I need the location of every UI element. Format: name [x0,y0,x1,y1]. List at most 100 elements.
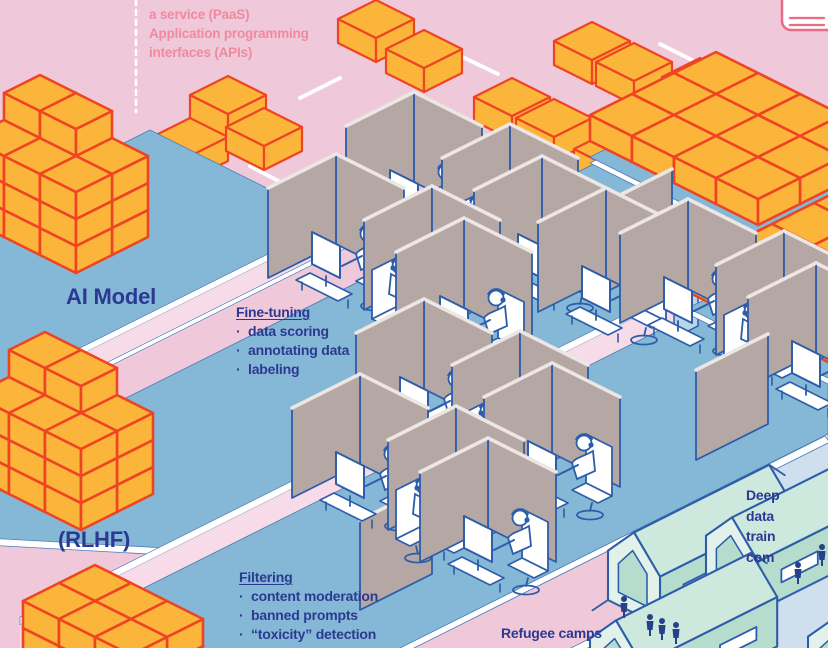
scene-shape [618,197,690,235]
scene-shape [775,381,828,411]
scene-shape [659,618,665,624]
scene-shape [224,106,304,148]
scene-shape [552,20,632,62]
headset-icon [486,288,506,296]
person [658,618,666,640]
clipped-line: train [746,528,776,544]
scene-shape [658,625,666,640]
scene-shape [540,154,612,192]
rlhf-label: (RLHF) [58,527,131,552]
scene-shape [429,400,451,412]
scene-shape [390,265,396,271]
cubicle-cluster-right [618,197,828,461]
scene-shape [386,404,458,442]
scene-shape [588,442,594,448]
corner-stack [21,563,205,648]
headset-icon [510,508,530,516]
scene-shape [617,549,648,608]
scene-shape [38,91,114,131]
person [620,596,628,618]
scene-shape [714,155,802,201]
ai-model-stack [0,73,150,275]
scene-shape [819,639,828,648]
worker-head [511,509,529,527]
fine-tuning-bullet: · labeling [236,361,300,377]
scene-shape [290,372,362,410]
tent [806,621,828,648]
scene-shape [384,28,464,70]
filtering-annotation: Filtering · content moderation · banned pr… [239,568,378,644]
scene-shape [336,0,416,40]
scene-shape [354,297,426,335]
scene-shape [589,502,593,512]
scene-shape [795,562,801,568]
scene-shape [819,544,825,550]
fine-tuning-title: Fine-tuning [236,304,311,320]
scene-shape [508,122,580,160]
scene-shape [295,272,353,302]
scene-shape [647,317,705,347]
person [672,622,680,644]
scene-shape [812,194,828,212]
scene-shape [694,332,770,372]
scene-shape [798,120,828,152]
scene-shape [673,622,679,628]
partition-wall [694,332,770,461]
scene-shape [430,184,502,222]
scene-shape [565,306,623,336]
paas-line: Application programming [149,26,309,41]
scene-shape [812,236,828,254]
scene-shape [806,621,828,648]
headset-icon [574,433,594,441]
scene-shape [719,625,758,648]
scene-shape [742,310,748,316]
scene-shape [462,216,534,254]
paas-callout: a service (PaaS) Application programming… [149,5,309,62]
person [794,562,802,584]
worker-head [575,434,593,452]
scene-shape [780,0,828,32]
scene-shape [686,197,758,235]
scene-shape [358,372,430,410]
scene-shape [550,361,622,399]
cube-slab-1 [588,50,828,248]
paas-line: a service (PaaS) [149,7,250,22]
scene-shape [447,556,505,586]
cubicle-pod [418,436,558,596]
scene-shape [414,485,420,491]
clipped-line: Deep [746,487,780,503]
fine-tuning-bullet: · annotating data [236,342,350,358]
scene-shape [365,475,387,487]
scene-shape [693,300,715,312]
ai-model-label: AI Model [66,284,157,309]
scene-shape [311,231,341,279]
clipped-line: data [746,507,774,524]
scene-shape [621,596,627,602]
scene-shape [750,551,768,565]
scene-shape [422,297,494,335]
scene-shape [663,276,693,324]
scene-shape [493,539,515,551]
cubicle-pod [746,261,828,418]
scene-shape [43,348,119,388]
scene-shape [341,255,363,267]
scene-shape [647,614,653,620]
tent [588,551,779,648]
scene-shape [794,569,802,584]
scene-shape [450,329,522,367]
scene-shape [588,619,634,648]
scene-shape [412,90,484,128]
scene-shape [672,629,680,644]
scene-shape [746,261,818,299]
scene-shape [440,122,512,160]
scene-shape [571,482,613,504]
person [818,544,826,566]
scene-shape [643,327,647,337]
scene-shape [514,97,594,139]
worker-head [487,289,505,307]
scene-shape [43,411,119,451]
scene-shape [620,603,628,618]
scene-shape [518,329,590,367]
